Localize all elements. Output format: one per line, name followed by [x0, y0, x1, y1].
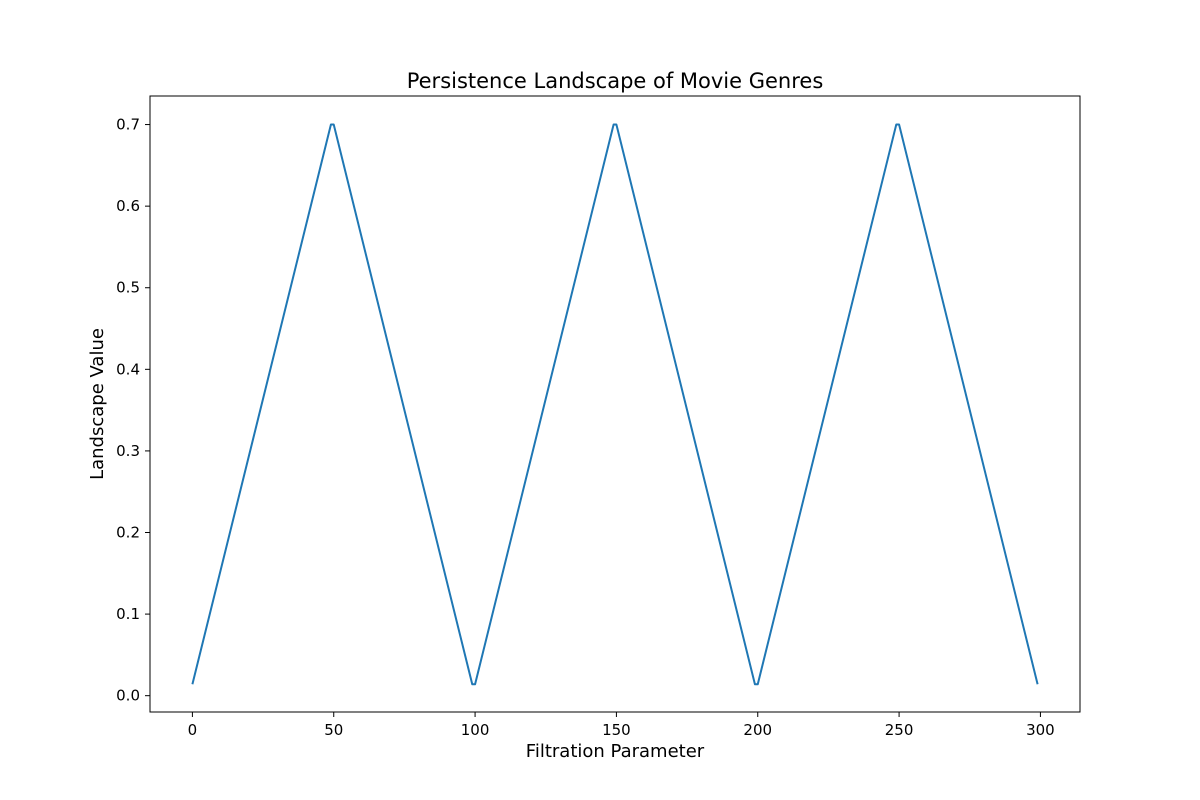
y-tick-label: 0.0	[116, 687, 140, 705]
y-tick-label: 0.6	[116, 197, 140, 215]
axes-frame	[149, 95, 1081, 713]
y-axis-title: Landscape Value	[87, 328, 108, 480]
y-tick-label: 0.7	[116, 116, 140, 134]
x-tick-label: 0	[188, 721, 198, 739]
plot-area: 0 50 100 150 200 250 300 0.0 0.1 0.2 0.3 0.4 0.5 0.6 0…	[116, 95, 1081, 739]
y-tick-label: 0.4	[116, 360, 140, 378]
x-tick-label: 250	[885, 721, 914, 739]
x-axis-title: Filtration Parameter	[526, 741, 705, 762]
x-tick-label: 100	[461, 721, 490, 739]
chart-title: Persistence Landscape of Movie Genres	[407, 69, 824, 93]
y-tick-label: 0.5	[116, 279, 140, 297]
y-tick-label: 0.2	[116, 524, 140, 542]
series-line-0	[191, 123, 1039, 686]
x-tick-label: 200	[743, 721, 772, 739]
x-tick-label: 150	[602, 721, 631, 739]
y-tick-label: 0.1	[116, 605, 140, 623]
y-tick-label: 0.3	[116, 442, 140, 460]
x-tick-label: 300	[1026, 721, 1055, 739]
x-tick-label: 50	[324, 721, 343, 739]
